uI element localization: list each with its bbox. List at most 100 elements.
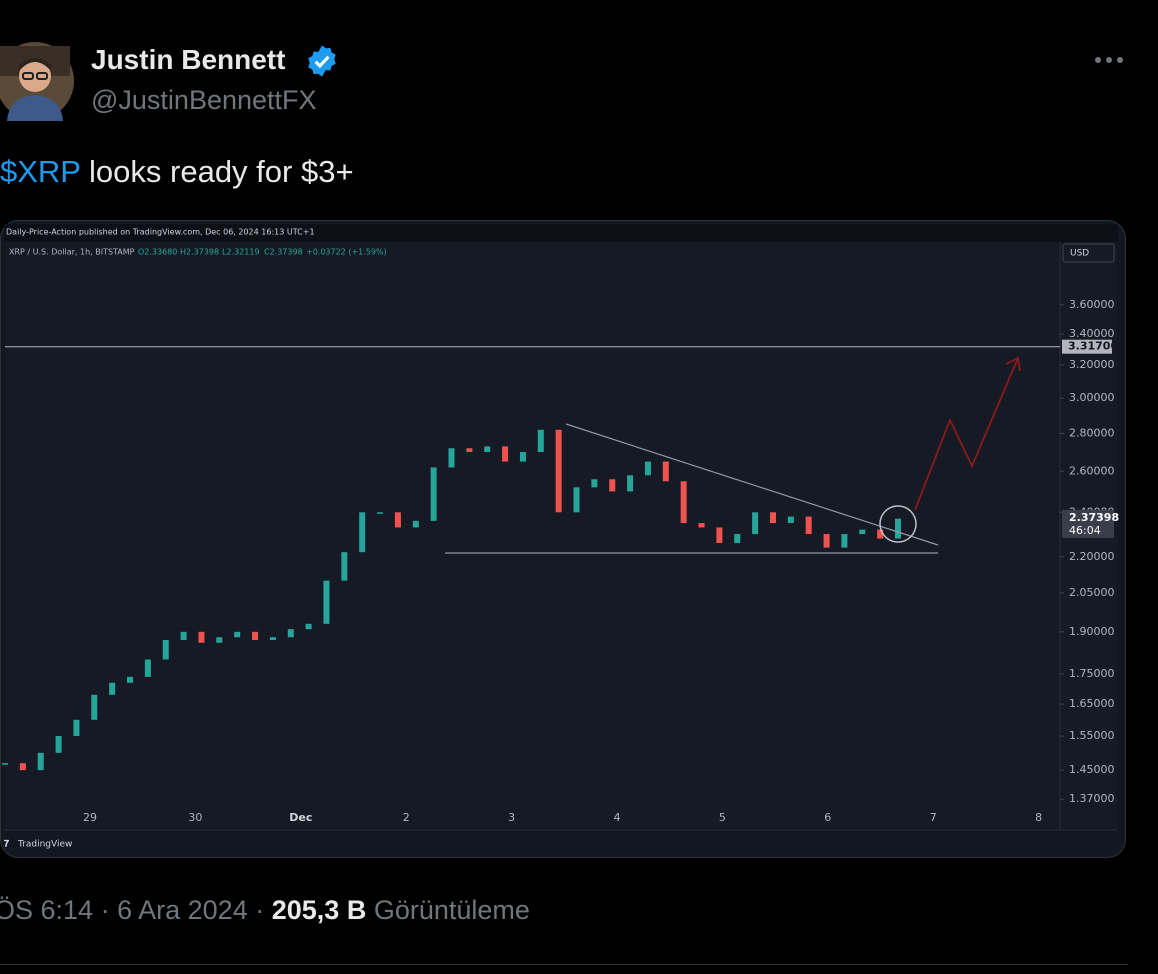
x-tick-label: 2 <box>403 811 410 824</box>
tv-mark: 𝟕 <box>4 839 9 850</box>
countdown: 46:04 <box>1069 524 1101 537</box>
ohlc-value: H2.37398 <box>180 248 219 257</box>
candle <box>234 631 241 638</box>
candle <box>752 512 759 535</box>
candle <box>287 629 294 638</box>
time[interactable]: ÖS 6:14 <box>0 895 94 925</box>
candle <box>305 623 312 630</box>
candle <box>323 580 330 624</box>
plot-bg <box>5 242 1117 830</box>
y-tick-label: 1.65000 <box>1069 697 1115 710</box>
author-handle[interactable]: @JustinBennettFX <box>91 85 317 115</box>
candle <box>252 631 259 640</box>
y-tick-label: 2.20000 <box>1069 550 1115 563</box>
x-tick-label: 7 <box>930 811 937 824</box>
candle <box>180 631 187 640</box>
breakout-circle <box>879 505 917 543</box>
candle <box>394 512 401 528</box>
y-tick-label: 3.40000 <box>1069 327 1115 340</box>
avatar[interactable] <box>0 41 75 121</box>
y-tick-label: 1.37000 <box>1069 792 1115 805</box>
tweet-text: $XRP looks ready for $3+ <box>0 154 354 190</box>
x-tick-label: Dec <box>289 811 312 824</box>
candle <box>55 736 62 753</box>
y-tick-label: 3.20000 <box>1069 358 1115 371</box>
candle <box>341 552 348 581</box>
candle <box>37 752 44 771</box>
y-tick-label: 2.80000 <box>1069 426 1115 439</box>
candle <box>627 475 634 492</box>
y-tick-label: 3.00000 <box>1069 391 1115 404</box>
ohlc-value: L2.32119 <box>222 248 260 257</box>
candle <box>162 639 169 660</box>
last-price-label: 2.37398 <box>1069 511 1119 524</box>
author-name[interactable]: Justin Bennett <box>91 44 286 75</box>
candle <box>734 534 741 544</box>
date[interactable]: 6 Ara 2024 <box>117 895 248 925</box>
candle <box>448 448 455 468</box>
ohlc-value: C2.37398 <box>264 248 303 257</box>
candle <box>787 516 794 524</box>
candle <box>412 520 419 528</box>
candle <box>823 534 830 548</box>
ohlc-value: O2.33680 <box>138 248 177 257</box>
x-tick-label: 6 <box>824 811 831 824</box>
x-tick-label: 29 <box>83 811 97 824</box>
candle <box>537 429 544 453</box>
candle <box>430 467 437 521</box>
candle <box>698 523 705 528</box>
x-tick-label: 8 <box>1035 811 1042 824</box>
candle <box>573 487 580 513</box>
y-tick-label: 1.55000 <box>1069 729 1115 742</box>
tweet-body: looks ready for $3+ <box>80 154 354 189</box>
candle <box>269 637 276 640</box>
y-tick-label: 1.45000 <box>1069 763 1115 776</box>
separator: · <box>100 895 110 925</box>
candle <box>359 512 366 553</box>
y-tick-label: 3.60000 <box>1069 298 1115 311</box>
candle <box>680 481 687 524</box>
divider <box>0 964 1128 965</box>
x-tick-label: 4 <box>614 811 621 824</box>
tweet-meta: ÖS 6:14 · 6 Ara 2024 · 205,3 B Görüntüle… <box>0 895 530 926</box>
candle <box>555 429 562 513</box>
candle <box>895 518 901 539</box>
candle <box>19 763 26 771</box>
projection-arrow <box>914 357 1019 511</box>
chart-header: Daily-Price-Action published on TradingV… <box>6 228 315 237</box>
y-tick-label: 1.75000 <box>1069 667 1115 680</box>
candle <box>805 516 812 535</box>
candle <box>716 527 723 544</box>
candle <box>91 694 98 720</box>
more-button[interactable] <box>1094 55 1124 65</box>
candle <box>484 446 491 453</box>
candle <box>591 479 598 488</box>
cashtag[interactable]: $XRP <box>0 154 81 189</box>
currency-button <box>1062 243 1115 263</box>
candle <box>769 512 776 524</box>
candle <box>377 512 384 514</box>
candle <box>644 461 651 476</box>
x-tick-label: 3 <box>508 811 515 824</box>
separator: · <box>255 895 265 925</box>
candle <box>198 631 205 643</box>
candle <box>144 659 151 677</box>
candle <box>109 682 116 695</box>
candle <box>877 529 884 539</box>
candle <box>2 763 8 765</box>
views-label: Görüntüleme <box>373 895 530 925</box>
candle <box>502 446 509 462</box>
candle <box>859 529 866 535</box>
tv-logo: TradingView <box>17 840 72 850</box>
x-tick-label: 30 <box>188 811 202 824</box>
ohlc-value: +0.03722 (+1.59%) <box>306 248 387 257</box>
chart-image[interactable]: Daily-Price-Action published on TradingV… <box>0 220 1127 859</box>
verified-badge <box>308 45 336 77</box>
candle <box>466 448 473 453</box>
arrow-head <box>1005 356 1021 372</box>
candle <box>73 719 80 737</box>
candle <box>841 534 848 548</box>
candle <box>216 637 223 643</box>
x-tick-label: 5 <box>719 811 726 824</box>
